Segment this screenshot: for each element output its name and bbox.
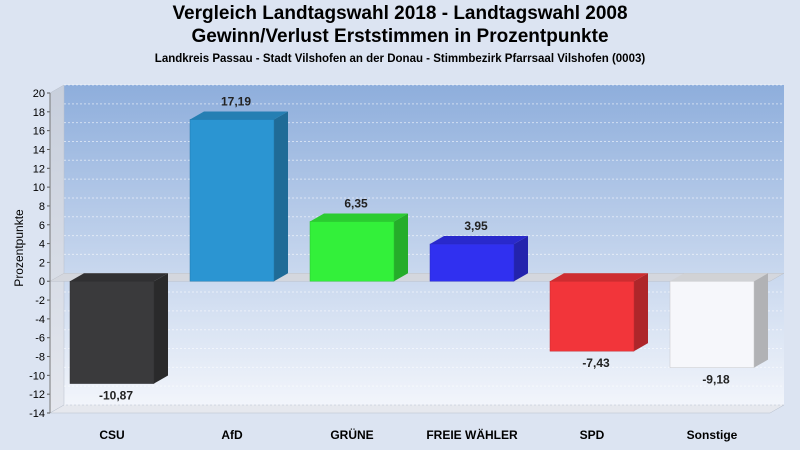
bar-front — [669, 280, 755, 368]
plot-left-wall — [49, 84, 65, 414]
chart-subtitle: Gewinn/Verlust Erststimmen in Prozentpun… — [191, 26, 609, 47]
x-tick-label: FREIE WÄHLER — [426, 427, 518, 442]
value-label: 6,35 — [344, 196, 368, 210]
value-label: -10,87 — [99, 389, 133, 403]
y-axis-label: Prozentpunkte — [12, 209, 26, 287]
bar-side — [514, 236, 528, 282]
bar-front — [69, 280, 155, 384]
x-tick-label: Sonstige — [687, 428, 738, 442]
bar-front — [189, 119, 275, 282]
y-tick-label: 2 — [39, 257, 45, 269]
value-label: -7,43 — [582, 356, 610, 370]
bar-top — [70, 273, 168, 282]
value-label: -9,18 — [702, 373, 730, 387]
bar-front — [309, 221, 395, 282]
y-tick-label: 14 — [33, 144, 45, 156]
bar-afd: 17,19 — [189, 94, 288, 282]
y-tick-label: -4 — [35, 314, 45, 326]
bar-side — [634, 273, 648, 352]
x-tick-label: SPD — [580, 428, 605, 442]
bars: -10,87 17,19 6,35 3,95 -7,43 -9,18 — [69, 94, 768, 403]
bar-side — [274, 111, 288, 282]
plot-floor — [49, 404, 785, 414]
bar-top — [190, 111, 288, 120]
y-tick-label: 6 — [39, 220, 45, 232]
x-axis: CSU AfD GRÜNE FREIE WÄHLER SPD Sonstige — [99, 427, 737, 442]
bar-freie-wähler: 3,95 — [429, 219, 528, 282]
bar-top — [550, 273, 648, 282]
y-tick-label: 8 — [39, 201, 45, 213]
y-tick-label: -6 — [35, 333, 45, 345]
y-tick-label: -2 — [35, 295, 45, 307]
value-label: 3,95 — [464, 219, 488, 233]
y-tick-label: 12 — [33, 163, 45, 175]
chart-title: Vergleich Landtagswahl 2018 - Landtagswa… — [172, 3, 628, 24]
y-tick-label: 4 — [39, 239, 45, 251]
y-tick-label: -12 — [29, 389, 45, 401]
bar-spd: -7,43 — [549, 273, 648, 370]
x-tick-label: GRÜNE — [330, 427, 373, 442]
y-tick-label: 0 — [39, 276, 45, 288]
bar-top — [430, 236, 528, 245]
bar-top — [310, 213, 408, 222]
y-tick-label: 10 — [33, 182, 45, 194]
bar-side — [754, 273, 768, 368]
chart-caption: Landkreis Passau - Stadt Vilshofen an de… — [154, 53, 646, 65]
grid-lines — [64, 84, 784, 406]
bar-sonstige: -9,18 — [669, 273, 768, 387]
y-tick-label: 16 — [33, 126, 45, 138]
bar-front — [429, 243, 515, 282]
plot-background — [64, 85, 784, 405]
y-tick-label: -10 — [29, 370, 45, 382]
y-tick-label: -8 — [35, 352, 45, 364]
y-tick-label: 18 — [33, 107, 45, 119]
bar-top — [670, 273, 768, 282]
y-tick-label: -14 — [29, 408, 45, 420]
value-label: 17,19 — [221, 94, 251, 108]
bar-grüne: 6,35 — [309, 196, 408, 282]
bar-side — [154, 273, 168, 384]
y-tick-label: 20 — [33, 88, 45, 100]
bar-csu: -10,87 — [69, 273, 168, 403]
bar-front — [549, 280, 635, 352]
bar-side — [394, 213, 408, 282]
x-tick-label: AfD — [221, 428, 243, 442]
x-tick-label: CSU — [99, 428, 124, 442]
